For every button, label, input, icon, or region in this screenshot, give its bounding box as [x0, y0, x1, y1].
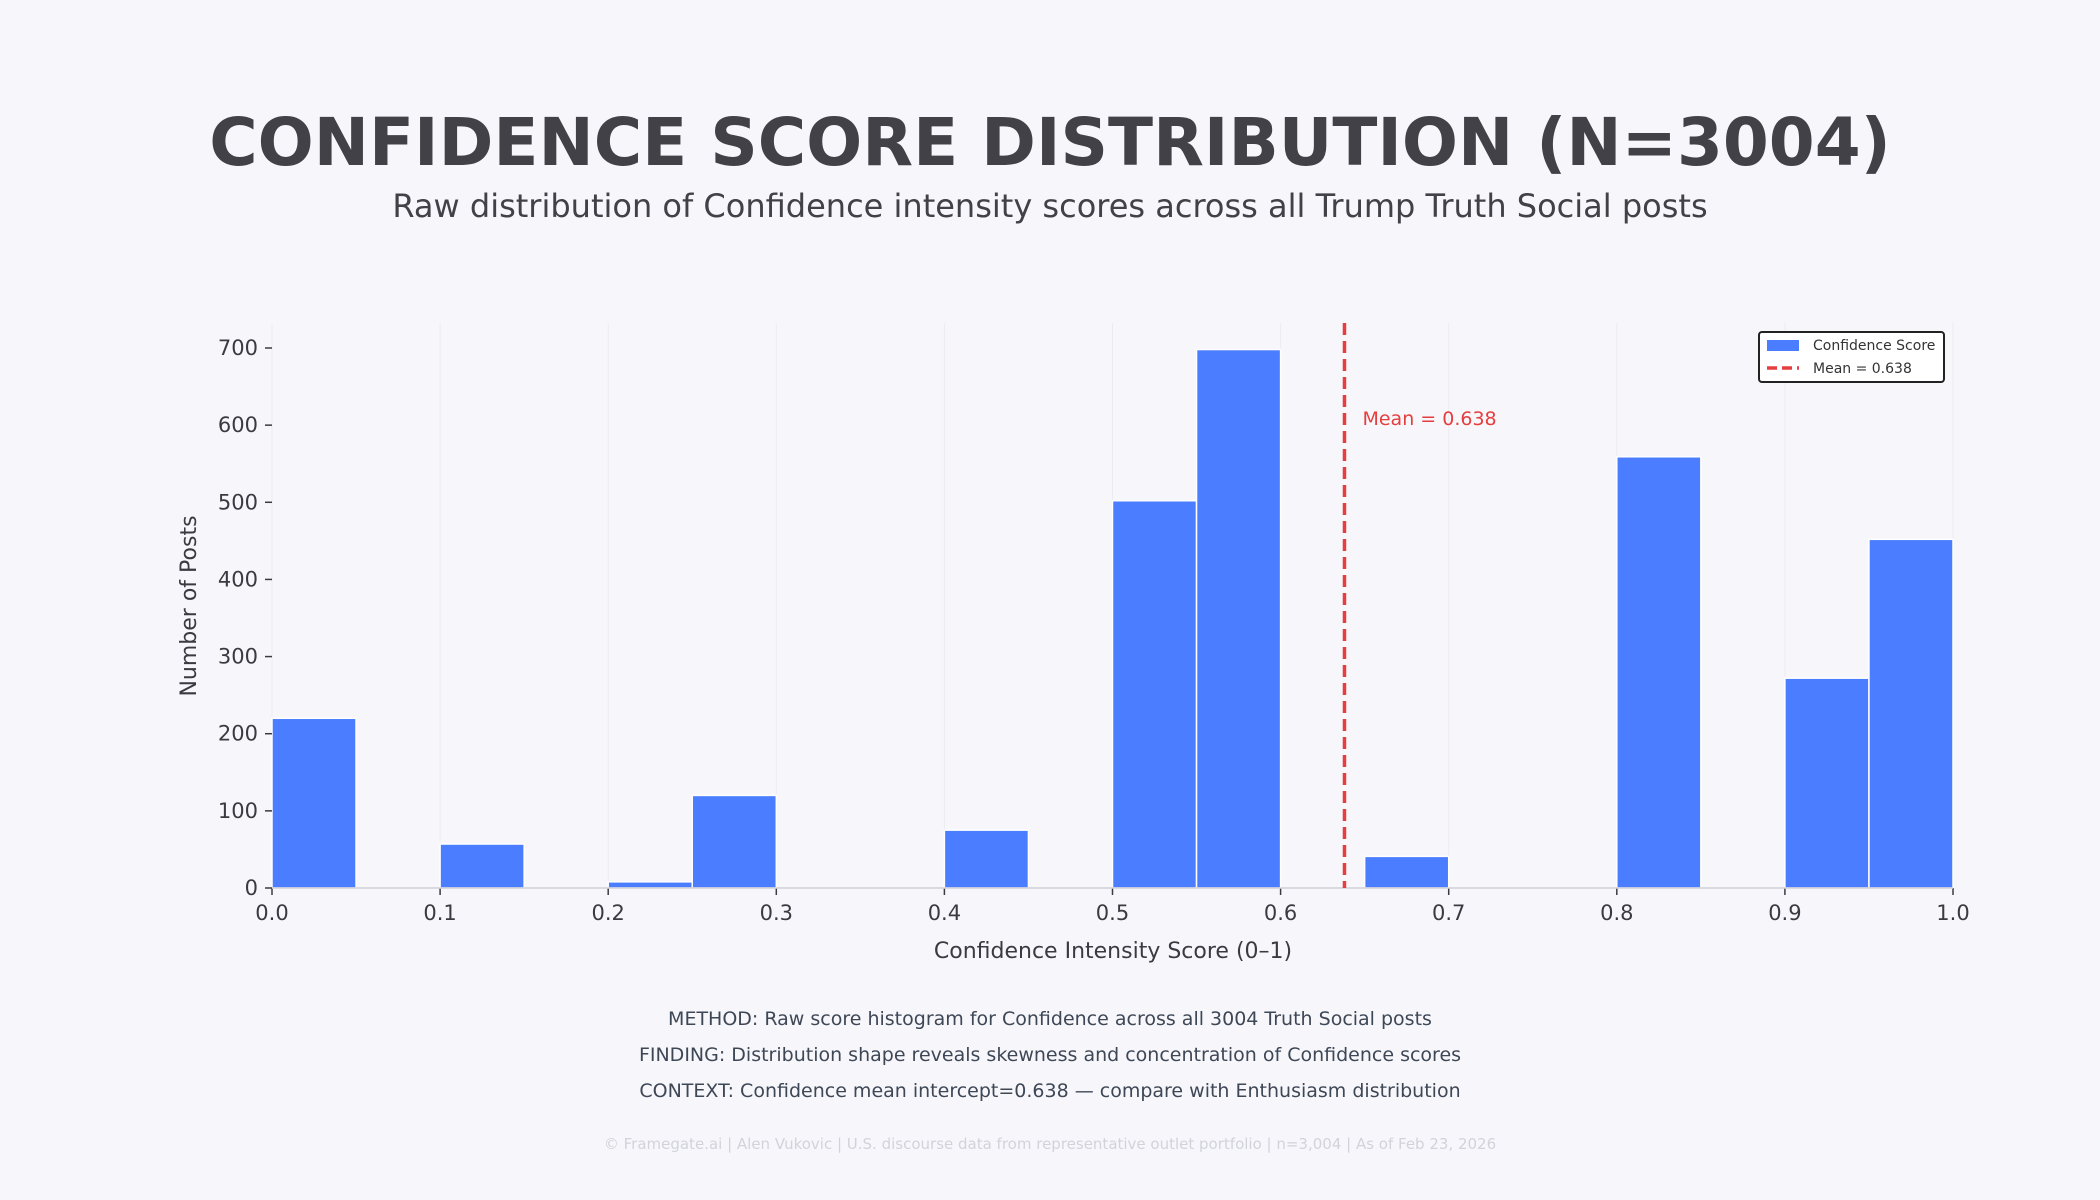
histogram-bar: [1195, 348, 1282, 889]
y-tick-label: 700: [218, 336, 258, 360]
x-tick-label: 0.7: [1432, 901, 1465, 925]
mean-label: Mean = 0.638: [1362, 408, 1496, 430]
histogram-bar: [271, 717, 357, 889]
x-tick-label: 0.4: [928, 901, 961, 925]
bars: [271, 348, 1954, 889]
histogram-bar: [439, 843, 525, 889]
x-tick-label: 0.2: [591, 901, 624, 925]
method-note: METHOD: Raw score histogram for Confiden…: [668, 1008, 1432, 1030]
y-tick-label: 500: [218, 490, 258, 514]
footer-credit: © Framegate.ai | Alen Vukovic | U.S. dis…: [604, 1135, 1496, 1153]
y-axis-label: Number of Posts: [177, 515, 202, 696]
histogram-bar: [1784, 677, 1870, 889]
axes: 0.0 0.1 0.2 0.3 0.4 0.5 0.6 0.7 0.8 0.9 1.0 0 100 200…: [218, 336, 1970, 925]
histogram-bar: [1363, 855, 1450, 889]
histogram-bar: [943, 829, 1030, 889]
x-tick-label: 0.1: [423, 901, 456, 925]
y-tick-label: 0: [245, 876, 258, 900]
context-note: CONTEXT: Confidence mean intercept=0.638…: [639, 1080, 1460, 1102]
y-tick-label: 100: [218, 799, 258, 823]
x-tick-label: 0.0: [255, 901, 288, 925]
histogram-bar: [607, 881, 694, 889]
legend-swatch-bar: [1767, 340, 1799, 351]
y-tick-label: 300: [218, 645, 258, 669]
histogram-bar: [1111, 499, 1198, 889]
legend: Confidence Score Mean = 0.638: [1758, 331, 1945, 383]
chart-title: CONFIDENCE SCORE DISTRIBUTION (N=3004): [209, 104, 1891, 181]
x-tick-label: 0.5: [1096, 901, 1129, 925]
x-tick-label: 0.8: [1600, 901, 1633, 925]
histogram-bar: [1616, 456, 1702, 889]
histogram-bar: [1868, 538, 1954, 889]
y-tick-label: 200: [218, 722, 258, 746]
x-axis-label: Confidence Intensity Score (0–1): [934, 939, 1292, 964]
chart-subtitle: Raw distribution of Confidence intensity…: [392, 187, 1707, 225]
legend-item-bar: Confidence Score: [1813, 338, 1935, 354]
x-tick-label: 0.6: [1264, 901, 1297, 925]
legend-box: [1758, 331, 1945, 383]
y-tick-label: 400: [218, 567, 258, 591]
x-tick-label: 0.3: [760, 901, 793, 925]
histogram-bar: [691, 794, 778, 889]
finding-note: FINDING: Distribution shape reveals skew…: [639, 1044, 1461, 1066]
x-tick-label: 0.9: [1768, 901, 1801, 925]
y-tick-label: 600: [218, 413, 258, 437]
x-tick-label: 1.0: [1936, 901, 1969, 925]
legend-item-mean: Mean = 0.638: [1813, 361, 1912, 377]
